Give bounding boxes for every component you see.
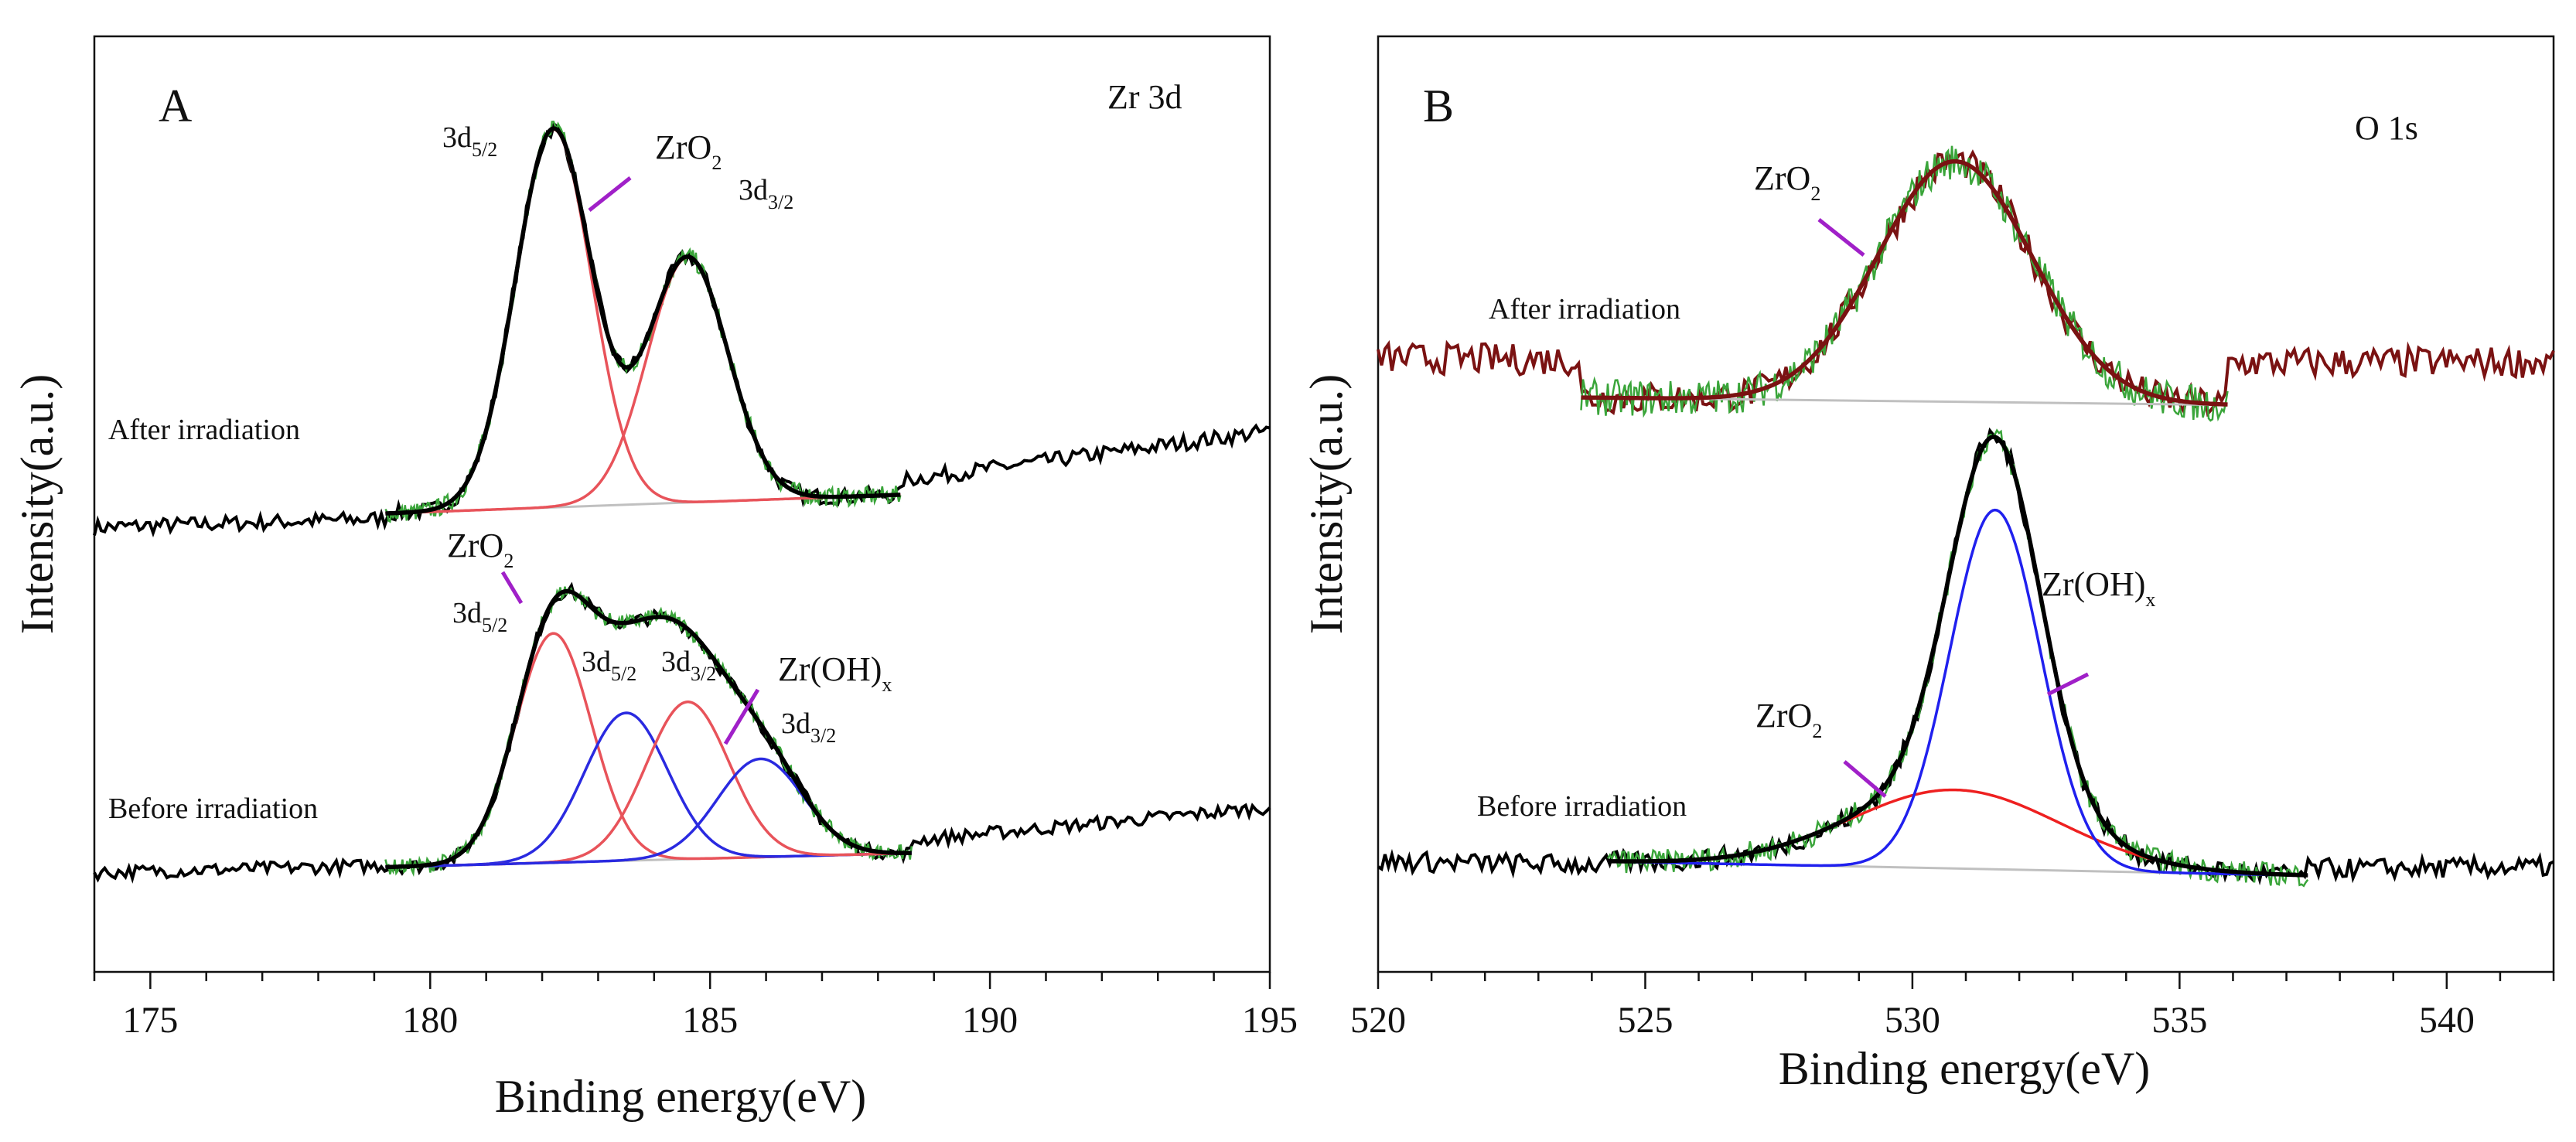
x-tick-label: 185 xyxy=(682,1000,738,1041)
panel-a-letter: A xyxy=(159,80,192,131)
panel-b-title: O 1s xyxy=(2355,109,2418,147)
panel-b-after-raw-spectrum xyxy=(1377,149,2555,418)
panel-a-xlabel: Binding energy(eV) xyxy=(495,1071,866,1122)
a-before-zro2-pointer xyxy=(500,571,524,605)
b-before-zro2-pointer xyxy=(1843,760,1887,798)
x-tick-label: 175 xyxy=(122,1000,178,1041)
panel-b-o1s: 520 525 530 535 540 B O 1s After irradiation… xyxy=(1301,35,2555,1094)
panel-b-after-fit-envelope xyxy=(1581,159,2228,407)
x-tick-label: 195 xyxy=(1242,1000,1298,1041)
x-tick-label: 180 xyxy=(402,1000,458,1041)
panel-b-before-label: Before irradiation xyxy=(1477,790,1687,823)
panel-b-after-label: After irradiation xyxy=(1489,293,1680,326)
x-tick-label: 525 xyxy=(1617,1000,1673,1041)
panel-b-ylabel: Intensity(a.u.) xyxy=(1301,374,1352,635)
panel-b-series xyxy=(1377,145,2555,888)
panel-a-after-measured-data xyxy=(384,120,902,523)
a-before-zroh-3d32-label: 3d3/2 xyxy=(781,707,836,747)
panel-a-plot-frame xyxy=(93,35,1271,973)
b-before-zro2-label: ZrO2 xyxy=(1755,697,1822,742)
b-after-zro2-label: ZrO2 xyxy=(1754,159,1820,205)
b-after-zro2-pointer xyxy=(1817,218,1865,257)
panel-a-after-label: After irradiation xyxy=(108,414,300,446)
x-tick-label: 190 xyxy=(962,1000,1018,1041)
panel-a-after-component-2 xyxy=(385,256,901,515)
panel-a-before-label: Before irradiation xyxy=(108,793,318,825)
a-after-zro2-label: ZrO2 xyxy=(655,128,722,174)
panel-a-after-raw-spectrum xyxy=(93,121,1271,538)
panel-a-before-raw-spectrum xyxy=(93,581,1271,884)
x-tick-label: 530 xyxy=(1885,1000,1940,1041)
panel-b-xlabel: Binding energy(eV) xyxy=(1779,1043,2150,1094)
a-before-zroh-3d52-label: 3d5/2 xyxy=(582,646,636,685)
a-before-zro2-3d52-label: 3d5/2 xyxy=(452,597,507,636)
a-before-zroh-label: Zr(OH)x xyxy=(778,650,892,696)
b-before-zroh-label: Zr(OH)x xyxy=(2042,565,2155,611)
a-before-zro2-label: ZrO2 xyxy=(447,527,513,572)
x-tick-label: 535 xyxy=(2151,1000,2207,1041)
panel-a-ylabel: Intensity(a.u.) xyxy=(12,374,63,635)
a-after-3d52-label: 3d5/2 xyxy=(442,121,497,161)
a-before-zroh-pointer xyxy=(723,688,760,745)
panel-b-before-fit-envelope xyxy=(1608,435,2308,878)
panel-b-after-measured-data xyxy=(1580,145,2229,422)
a-before-zro2-3d32-label: 3d3/2 xyxy=(661,646,716,685)
panel-a-after-component-1 xyxy=(385,128,901,515)
x-tick-label: 540 xyxy=(2419,1000,2475,1041)
a-after-3d32-label: 3d3/2 xyxy=(739,174,793,213)
panel-b-before-measured-data xyxy=(1607,428,2309,888)
panel-b-before-component-2 xyxy=(1608,508,2308,878)
b-before-zroh-pointer xyxy=(2046,672,2090,697)
panel-a-series xyxy=(93,120,1271,884)
x-tick-label: 520 xyxy=(1350,1000,1406,1041)
panel-a-zr3d: 175 180 185 190 195 A Zr 3d After irradiatio… xyxy=(12,35,1298,1122)
panel-a-after-fit-envelope xyxy=(385,126,901,516)
panel-b-x-ticks: 520 525 530 535 540 xyxy=(1350,972,2555,1041)
panel-a-title: Zr 3d xyxy=(1107,78,1182,116)
a-after-zro2-pointer xyxy=(588,176,632,212)
panel-b-letter: B xyxy=(1423,80,1454,131)
panel-a-x-ticks: 175 180 185 190 195 xyxy=(93,972,1298,1041)
panel-a-before-fit-envelope xyxy=(385,588,912,870)
